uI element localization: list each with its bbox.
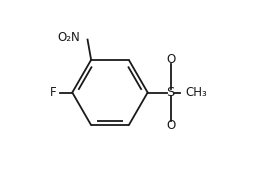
Text: O: O: [166, 119, 175, 132]
Text: S: S: [166, 86, 175, 99]
Text: O₂N: O₂N: [58, 31, 80, 44]
Text: F: F: [50, 86, 57, 99]
Text: CH₃: CH₃: [185, 86, 207, 99]
Text: O: O: [166, 53, 175, 66]
